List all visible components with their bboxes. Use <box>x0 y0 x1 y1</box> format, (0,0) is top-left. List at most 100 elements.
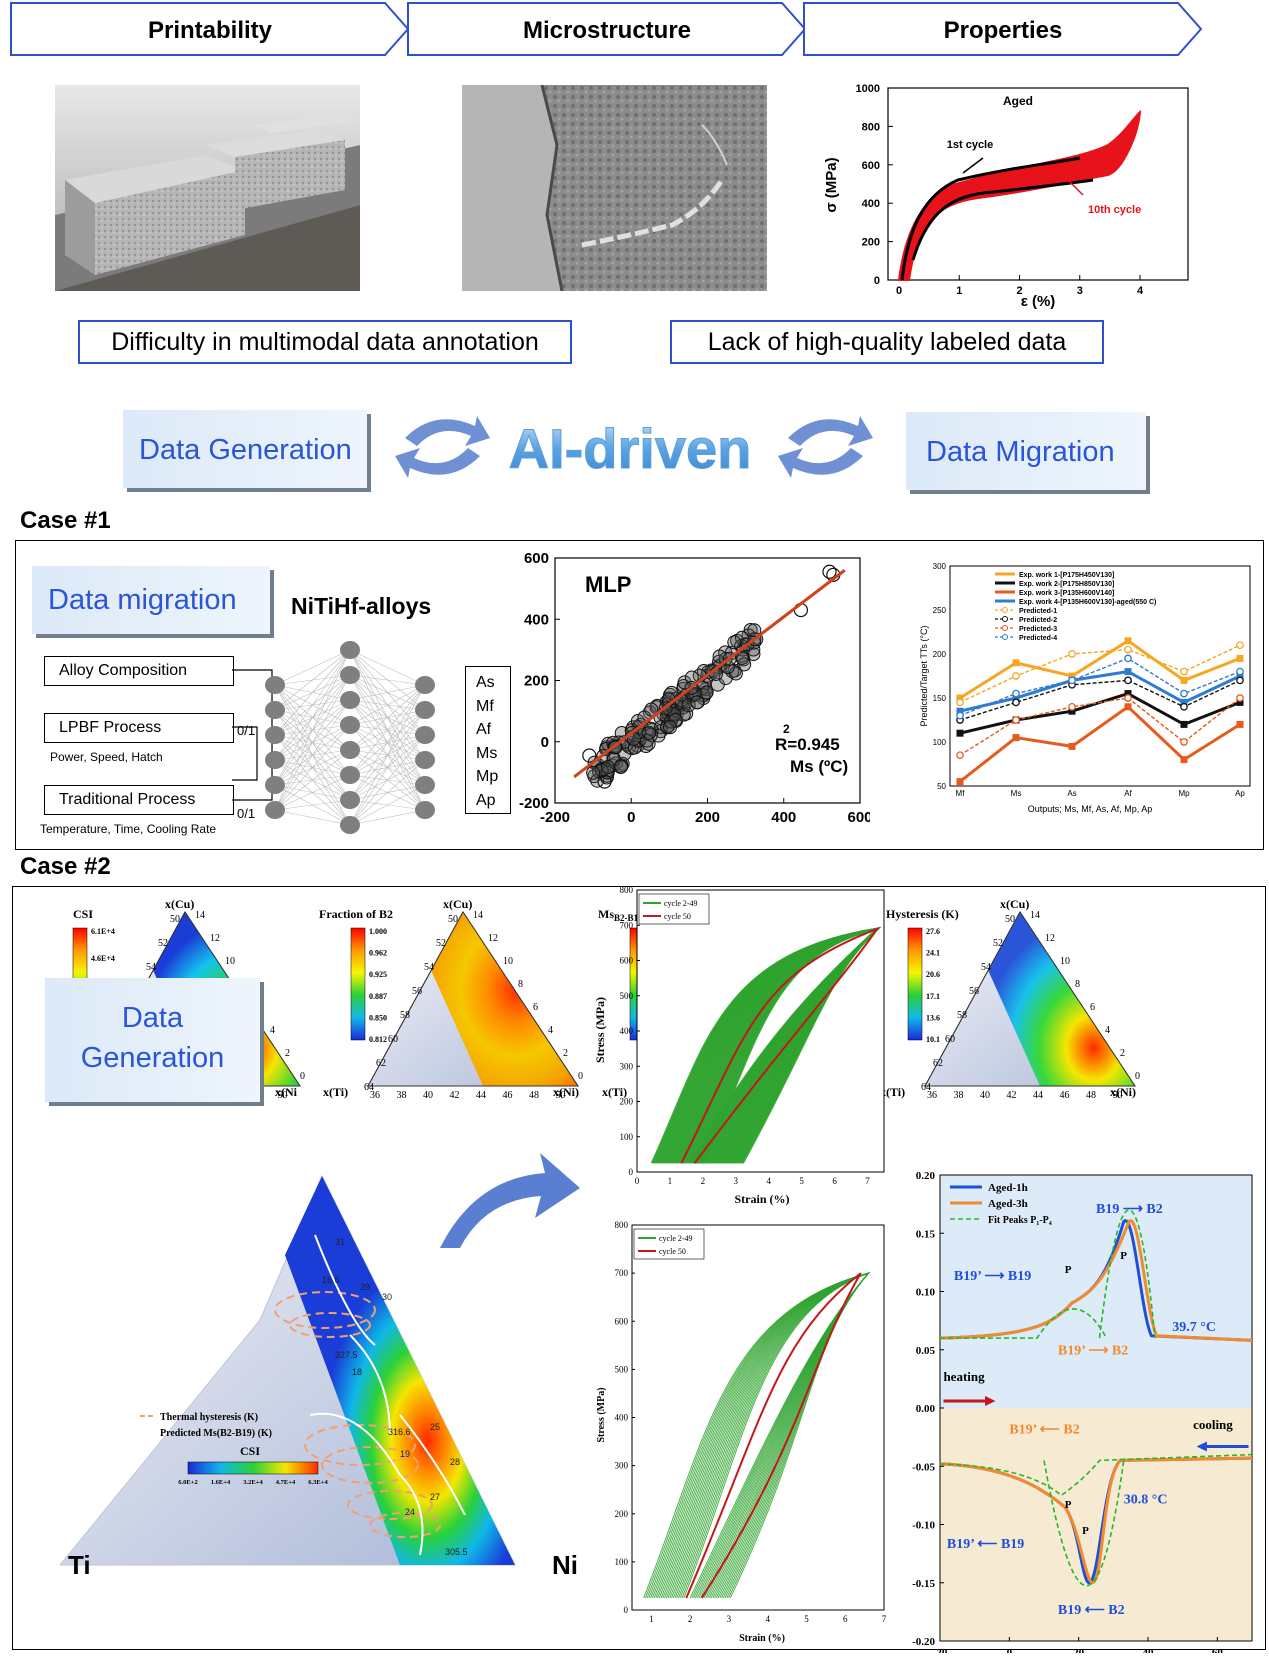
x-tick: 1 <box>956 285 962 297</box>
case1-label: Case #1 <box>20 507 111 534</box>
tt-legend-item: Predicted-2 <box>1019 617 1057 624</box>
tern-tick: 0 <box>300 1071 305 1082</box>
x-tick: Af <box>1124 789 1132 798</box>
y-tick: 1000 <box>856 83 880 95</box>
scatter-point <box>822 564 837 579</box>
tt-point <box>1012 659 1020 667</box>
y-tick: 0 <box>874 275 880 287</box>
csi-tick: 3.2E+4 <box>243 1479 263 1486</box>
y-tick: 400 <box>620 1026 634 1036</box>
ternary-title: CSI <box>73 907 93 921</box>
step-properties: Properties <box>803 2 1203 56</box>
contour-label: 28 <box>450 1457 460 1467</box>
ternary-map-4: 36 38 40 42 44 46 48 50 50 52 54 56 58 60 62 64 14 12 10 8 6… <box>870 897 1150 1113</box>
x-tick: Mp <box>1178 789 1190 798</box>
y-tick: -0.15 <box>912 1578 935 1590</box>
big-ternary-map: Cu 3116.62930327.518316.625282724305.519… <box>58 1143 600 1570</box>
neuron <box>415 776 435 794</box>
y-tick: 100 <box>615 1557 629 1567</box>
scatter-point <box>614 759 629 774</box>
card-label: Data Migration <box>926 436 1115 468</box>
y-tick: 400 <box>615 1413 629 1423</box>
neuron <box>265 676 285 694</box>
cycle-loop <box>683 1272 871 1599</box>
output-item: Ap <box>476 791 496 809</box>
flag-traditional: 0/1 <box>237 806 256 821</box>
x-tick: 4 <box>1137 285 1144 297</box>
y-tick: 0.00 <box>916 1403 936 1415</box>
tt-point <box>1180 676 1188 684</box>
cycle-50-loop <box>685 1272 862 1599</box>
tt-legend-item: Exp. work 2-[P175H850V130] <box>1019 581 1114 588</box>
card-label: Data migration <box>48 584 237 616</box>
tt-point <box>1180 756 1188 764</box>
tern-tick: 36 <box>927 1090 937 1101</box>
x-tick: 3 <box>727 1614 732 1624</box>
contour-label: 316.6 <box>388 1427 411 1437</box>
y-tick: 800 <box>620 885 634 895</box>
aged-3h-cooling <box>939 1456 1253 1585</box>
contour-label: 25 <box>430 1422 440 1432</box>
csi-tick: 6.0E+2 <box>178 1479 197 1486</box>
tern-tick: 58 <box>400 1010 410 1021</box>
tt-point <box>1180 702 1188 711</box>
dsc-annotation: B19 ⟵ B2 <box>1058 1603 1125 1618</box>
y-tick: 100 <box>933 738 947 747</box>
tt-legend-item: Predicted-4 <box>1019 635 1057 642</box>
contour-label: 16.6 <box>322 1275 340 1285</box>
tt-legend-item: Exp. work 1-[P175H450V130] <box>1019 572 1114 579</box>
scatter-point <box>582 748 597 763</box>
step-printability: Printability <box>10 2 410 56</box>
tt-point <box>956 694 964 702</box>
x-tick: -20 <box>933 1647 948 1653</box>
tern-tick: 50 <box>448 914 458 925</box>
dsc-annotation: 39.7 °C <box>1172 1320 1216 1335</box>
colorbar-tick: 4.6E+4 <box>91 954 115 963</box>
dsc-annotation: P <box>1082 1525 1089 1537</box>
dsc-annotation: B19’ ⟶ B19 <box>954 1269 1031 1284</box>
scatter-point <box>668 712 683 727</box>
y-tick: 600 <box>524 550 549 567</box>
neuron <box>265 701 285 719</box>
x-tick: 4 <box>766 1176 771 1186</box>
tt-series-line <box>959 638 1241 700</box>
tt-point <box>1068 676 1076 685</box>
tt-point <box>1236 694 1244 702</box>
tern-tick: 54 <box>424 962 434 973</box>
y-tick: 700 <box>620 920 634 930</box>
data-migration-card-case1: Data migration <box>32 566 270 634</box>
tern-tick: 50 <box>170 914 180 925</box>
neural-network-diagram <box>265 641 435 834</box>
tern-tick: 2 <box>285 1048 290 1059</box>
x-tick: 20 <box>1073 1647 1085 1653</box>
tt-point <box>1236 641 1244 650</box>
y-tick: 800 <box>615 1220 629 1230</box>
neuron <box>340 741 360 759</box>
output-item: Ms <box>476 744 498 762</box>
corner-ni: x(Ni) <box>1110 1085 1136 1099</box>
tern-tick: 2 <box>563 1048 568 1059</box>
outputs-box: As Mf Af Ms Mp Ap <box>465 666 511 814</box>
r2-sup: 2 <box>783 722 790 736</box>
fit-peak-p3 <box>939 1453 1253 1497</box>
neuron <box>340 691 360 709</box>
scatter-point <box>727 635 742 650</box>
tern-tick: 0 <box>578 1071 583 1082</box>
stress-strain-chart-bottom: Stress (MPa) Strain (%) 800 700 600 500 400 3… <box>592 1215 892 1645</box>
tern-tick: 52 <box>436 938 446 949</box>
scatter-point <box>597 774 612 789</box>
tt-legend-item: Exp. work 4-[P135H600V130]-aged(550 C) <box>1019 599 1156 606</box>
tenth-cycle-annotation: 10th cycle <box>1088 204 1141 216</box>
colorbar-tick: 24.1 <box>926 949 940 958</box>
tern-tick: 10 <box>225 956 235 967</box>
tern-tick: 44 <box>476 1090 486 1101</box>
x-tick: As <box>1067 789 1076 798</box>
tern-tick: 64 <box>921 1082 931 1093</box>
y-tick: 600 <box>862 160 880 172</box>
contour-label: 29 <box>360 1282 370 1292</box>
tern-tick: 62 <box>376 1058 386 1069</box>
x-tick: 2 <box>701 1176 706 1186</box>
tt-point <box>956 729 964 737</box>
x-tick: 3 <box>1077 285 1083 297</box>
legend-item: Aged-3h <box>988 1198 1028 1210</box>
